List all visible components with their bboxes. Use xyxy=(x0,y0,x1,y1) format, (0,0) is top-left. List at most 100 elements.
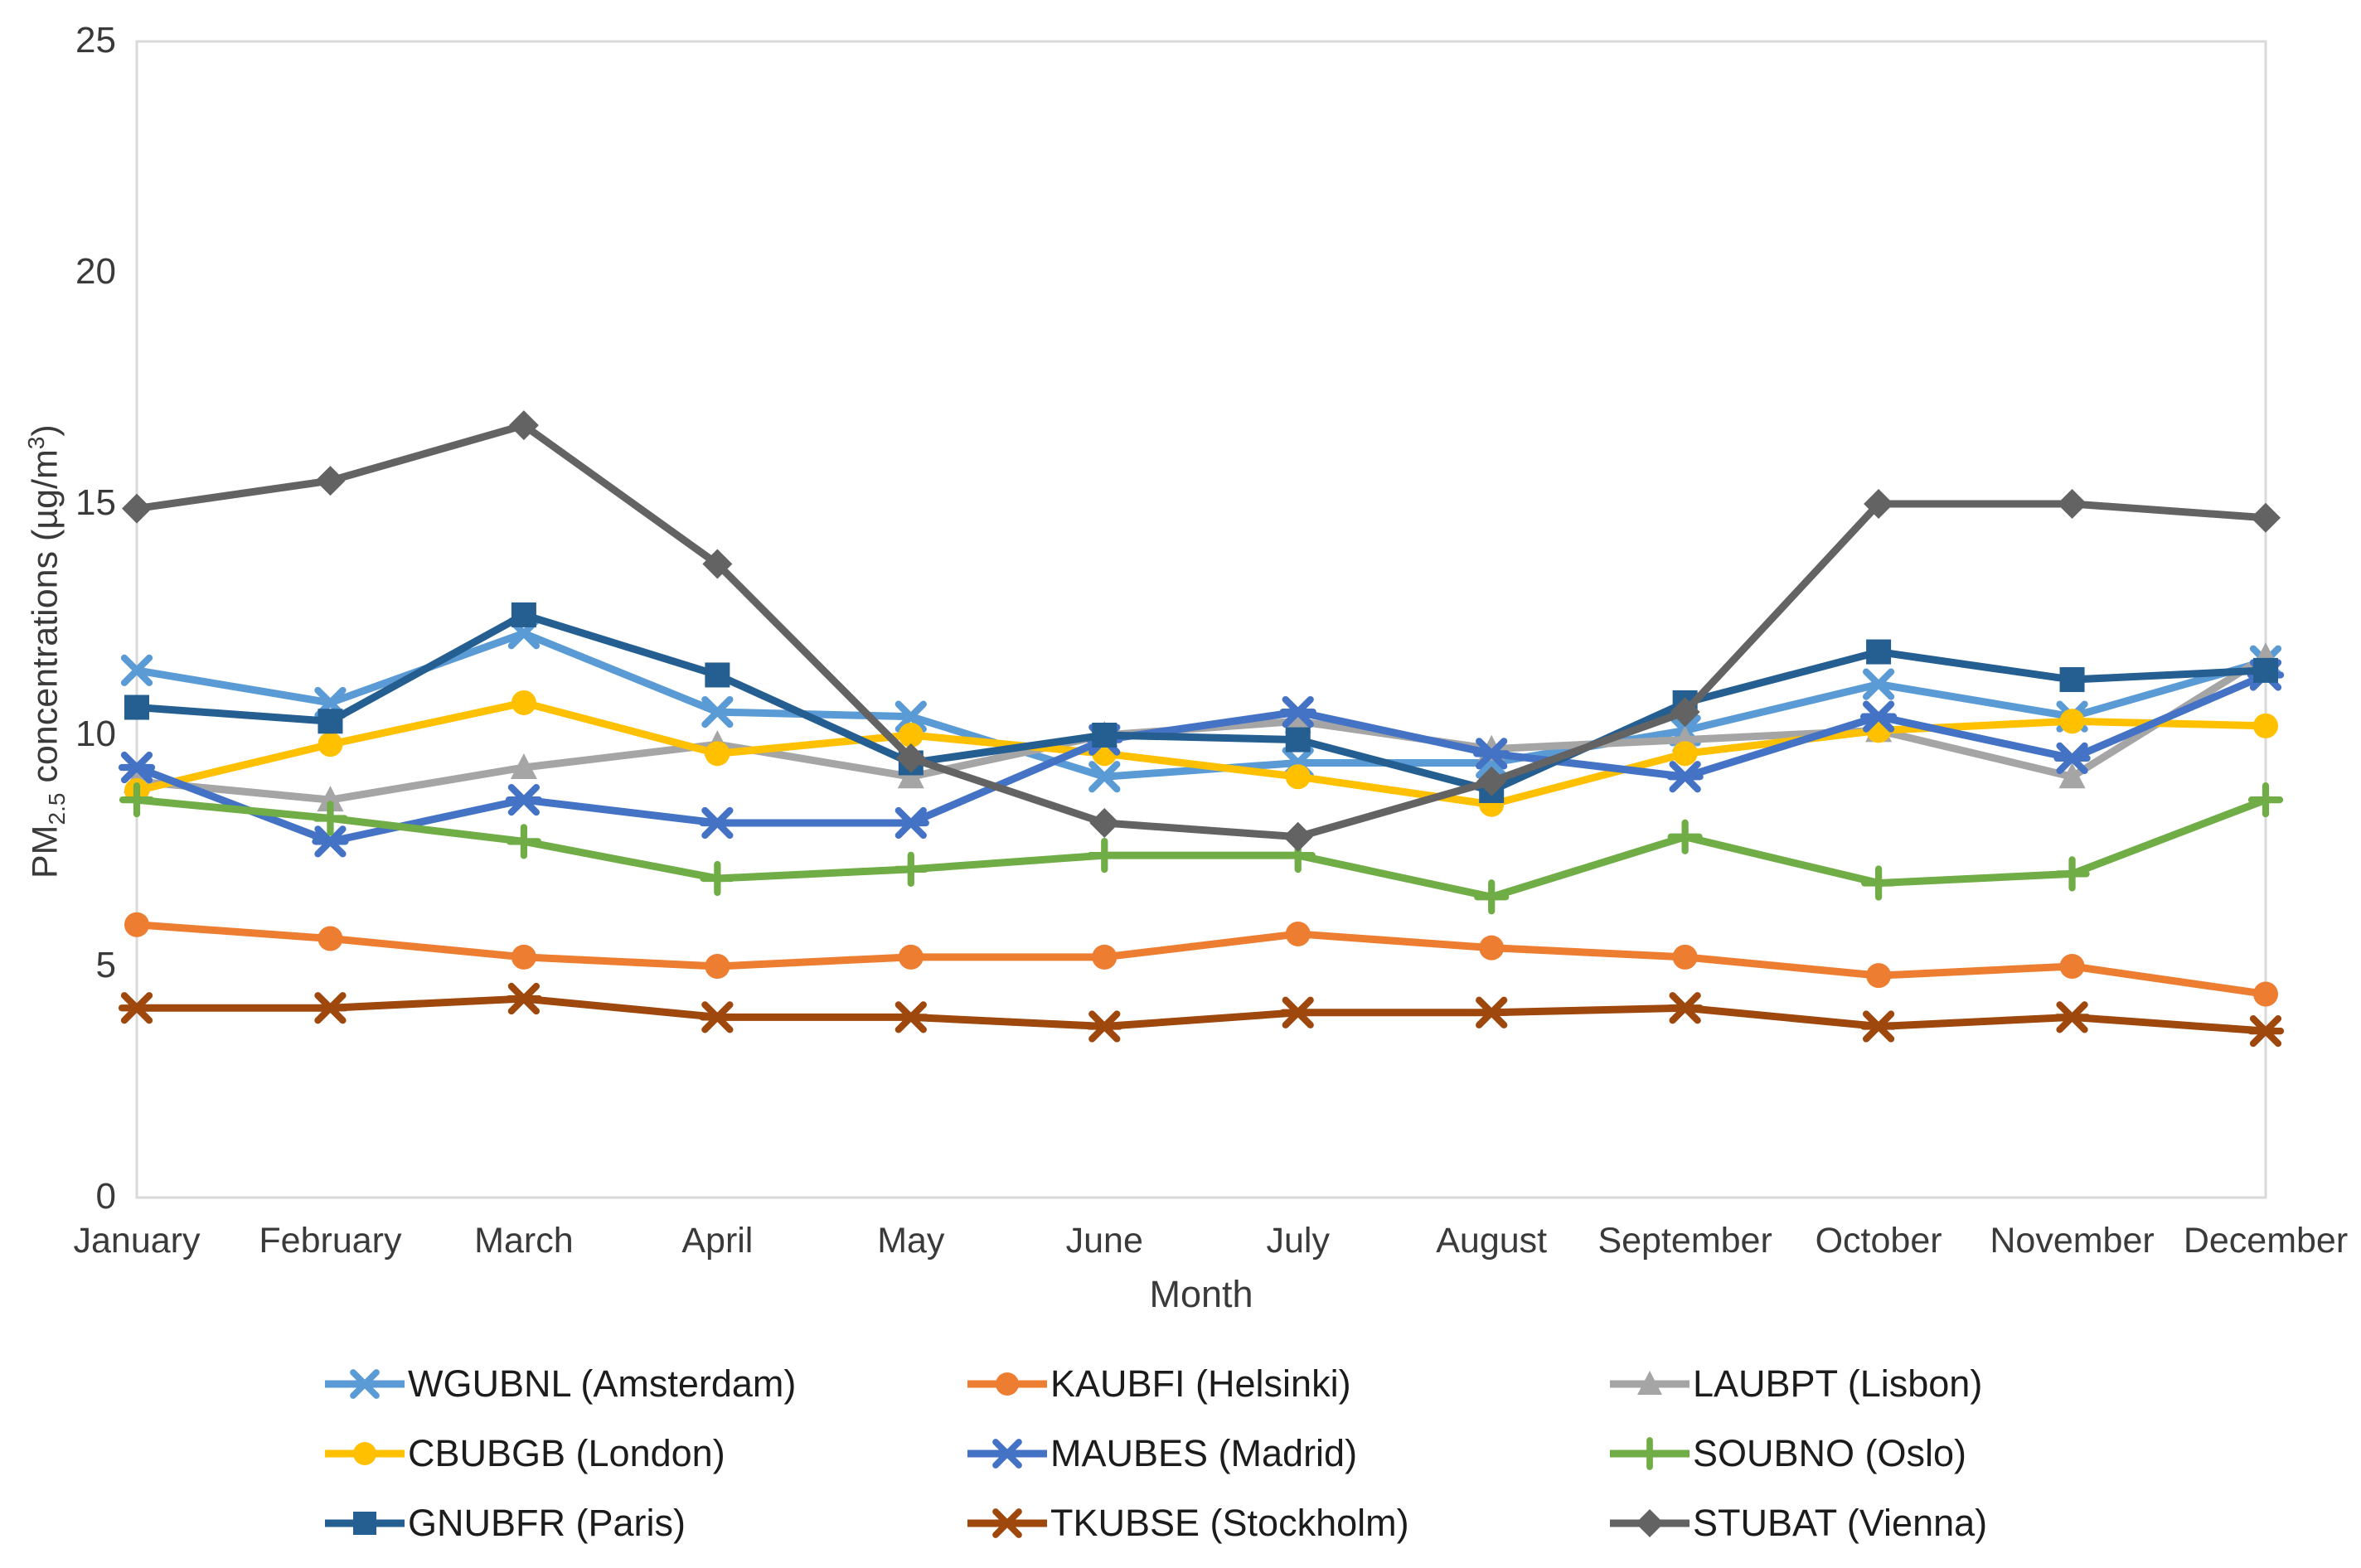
marker-triangle xyxy=(317,786,344,812)
legend-item-laubpt: LAUBPT (Lisbon) xyxy=(1608,1359,2251,1409)
marker-x xyxy=(1862,668,1895,700)
marker-circle xyxy=(2059,709,2085,734)
marker-square xyxy=(353,1512,376,1535)
marker-diamond xyxy=(1089,808,1120,839)
legend-marker-stubat xyxy=(1610,1509,1690,1537)
x-axis-title: Month xyxy=(1149,1273,1253,1315)
x-tick-label: September xyxy=(1597,1221,1772,1261)
marker-plus xyxy=(2054,856,2090,892)
legend: WGUBNL (Amsterdam) KAUBFI (Helsinki) LAUBP… xyxy=(323,1359,2251,1548)
x-tick-label: April xyxy=(681,1221,754,1261)
x-tick-label: November xyxy=(1990,1221,2155,1261)
legend-label: GNUBFR (Paris) xyxy=(408,1502,686,1544)
series-line-gnubfr xyxy=(133,611,2270,795)
marker-star xyxy=(312,992,349,1024)
marker-plus xyxy=(2247,782,2284,818)
marker-x xyxy=(1088,761,1121,793)
legend-label: CBUBGB (London) xyxy=(408,1432,725,1474)
marker-diamond xyxy=(508,410,539,441)
legend-label: SOUBNO (Oslo) xyxy=(1693,1432,1967,1474)
marker-star xyxy=(1859,700,1898,733)
x-tick-label: July xyxy=(1266,1221,1330,1261)
marker-circle xyxy=(511,690,536,715)
marker-circle xyxy=(1672,741,1698,767)
marker-circle xyxy=(1285,764,1311,790)
y-title-suffix: ) xyxy=(25,424,65,437)
legend-item-wgubnl: WGUBNL (Amsterdam) xyxy=(323,1359,966,1409)
plot-border xyxy=(135,40,2267,1199)
marker-plus xyxy=(1474,879,1510,915)
marker-star xyxy=(118,751,156,784)
marker-circle xyxy=(1479,935,1505,961)
marker-star xyxy=(892,806,929,840)
marker-circle xyxy=(996,1372,1019,1396)
legend-label: LAUBPT (Lisbon) xyxy=(1693,1362,1983,1405)
marker-star xyxy=(118,992,156,1024)
marker-diamond xyxy=(895,743,926,773)
marker-x xyxy=(894,700,927,733)
marker-triangle xyxy=(510,753,537,780)
legend-item-soubno: SOUBNO (Oslo) xyxy=(1608,1429,2251,1478)
marker-triangle xyxy=(2058,762,2086,789)
marker-circle xyxy=(353,1442,376,1465)
series-line-wgubnl xyxy=(133,629,2270,781)
marker-circle xyxy=(318,732,343,757)
marker-diamond xyxy=(1670,697,1700,728)
marker-diamond xyxy=(2057,489,2087,519)
marker-triangle xyxy=(1637,1371,1662,1395)
marker-x xyxy=(701,695,734,728)
y-title-mid: concentrations (µg/m xyxy=(25,449,65,793)
marker-star xyxy=(2053,1001,2091,1033)
marker-plus xyxy=(119,782,155,818)
marker-diamond xyxy=(702,549,733,579)
marker-diamond xyxy=(122,493,152,524)
marker-circle xyxy=(898,723,924,748)
marker-star xyxy=(699,1001,736,1033)
y-tick-label: 5 xyxy=(95,945,116,985)
marker-star xyxy=(1279,996,1316,1028)
marker-x xyxy=(120,654,153,687)
marker-triangle xyxy=(897,762,924,789)
legend-marker-tkubse xyxy=(967,1508,1047,1538)
marker-star xyxy=(1666,992,1704,1024)
legend-marker-wgubnl xyxy=(325,1369,405,1399)
marker-plus xyxy=(893,851,928,887)
marker-star xyxy=(1473,996,1510,1028)
legend-marker-soubno xyxy=(1610,1437,1690,1470)
legend-item-cbubgb: CBUBGB (London) xyxy=(323,1429,966,1478)
marker-circle xyxy=(1092,944,1117,970)
marker-star xyxy=(1279,695,1316,728)
legend-item-gnubfr: GNUBFR (Paris) xyxy=(323,1498,966,1548)
marker-diamond xyxy=(1864,489,1894,519)
series-line-kaubfi xyxy=(133,921,2270,998)
marker-star xyxy=(1086,1010,1123,1043)
marker-square xyxy=(124,694,149,720)
marker-star xyxy=(1859,1010,1898,1043)
marker-star xyxy=(990,1508,1025,1538)
marker-plus xyxy=(1633,1437,1666,1470)
legend-marker-cbubgb xyxy=(325,1442,405,1465)
marker-square xyxy=(2253,657,2278,683)
y-title-subscript: 2.5 xyxy=(43,792,70,825)
marker-square xyxy=(1866,639,1892,665)
legend-marker-gnubfr xyxy=(325,1512,405,1535)
marker-circle xyxy=(705,954,730,979)
x-tick-label: June xyxy=(1065,1221,1143,1261)
x-tick-label: May xyxy=(877,1221,945,1261)
marker-diamond xyxy=(1282,821,1313,852)
x-tick-label: August xyxy=(1436,1221,1548,1261)
marker-circle xyxy=(318,926,343,951)
marker-plus xyxy=(313,801,348,836)
x-tick-label: October xyxy=(1815,1221,1942,1261)
series-line-stubat xyxy=(133,421,2270,841)
legend-marker-laubpt xyxy=(1610,1371,1690,1395)
legend-label: STUBAT (Vienna) xyxy=(1693,1502,1988,1544)
marker-circle xyxy=(898,944,924,970)
marker-circle xyxy=(2253,713,2278,738)
y-axis-title: PM2.5 concentrations (µg/m3) xyxy=(23,424,70,878)
marker-star xyxy=(505,982,543,1015)
marker-circle xyxy=(124,912,149,937)
marker-square xyxy=(1092,723,1117,748)
